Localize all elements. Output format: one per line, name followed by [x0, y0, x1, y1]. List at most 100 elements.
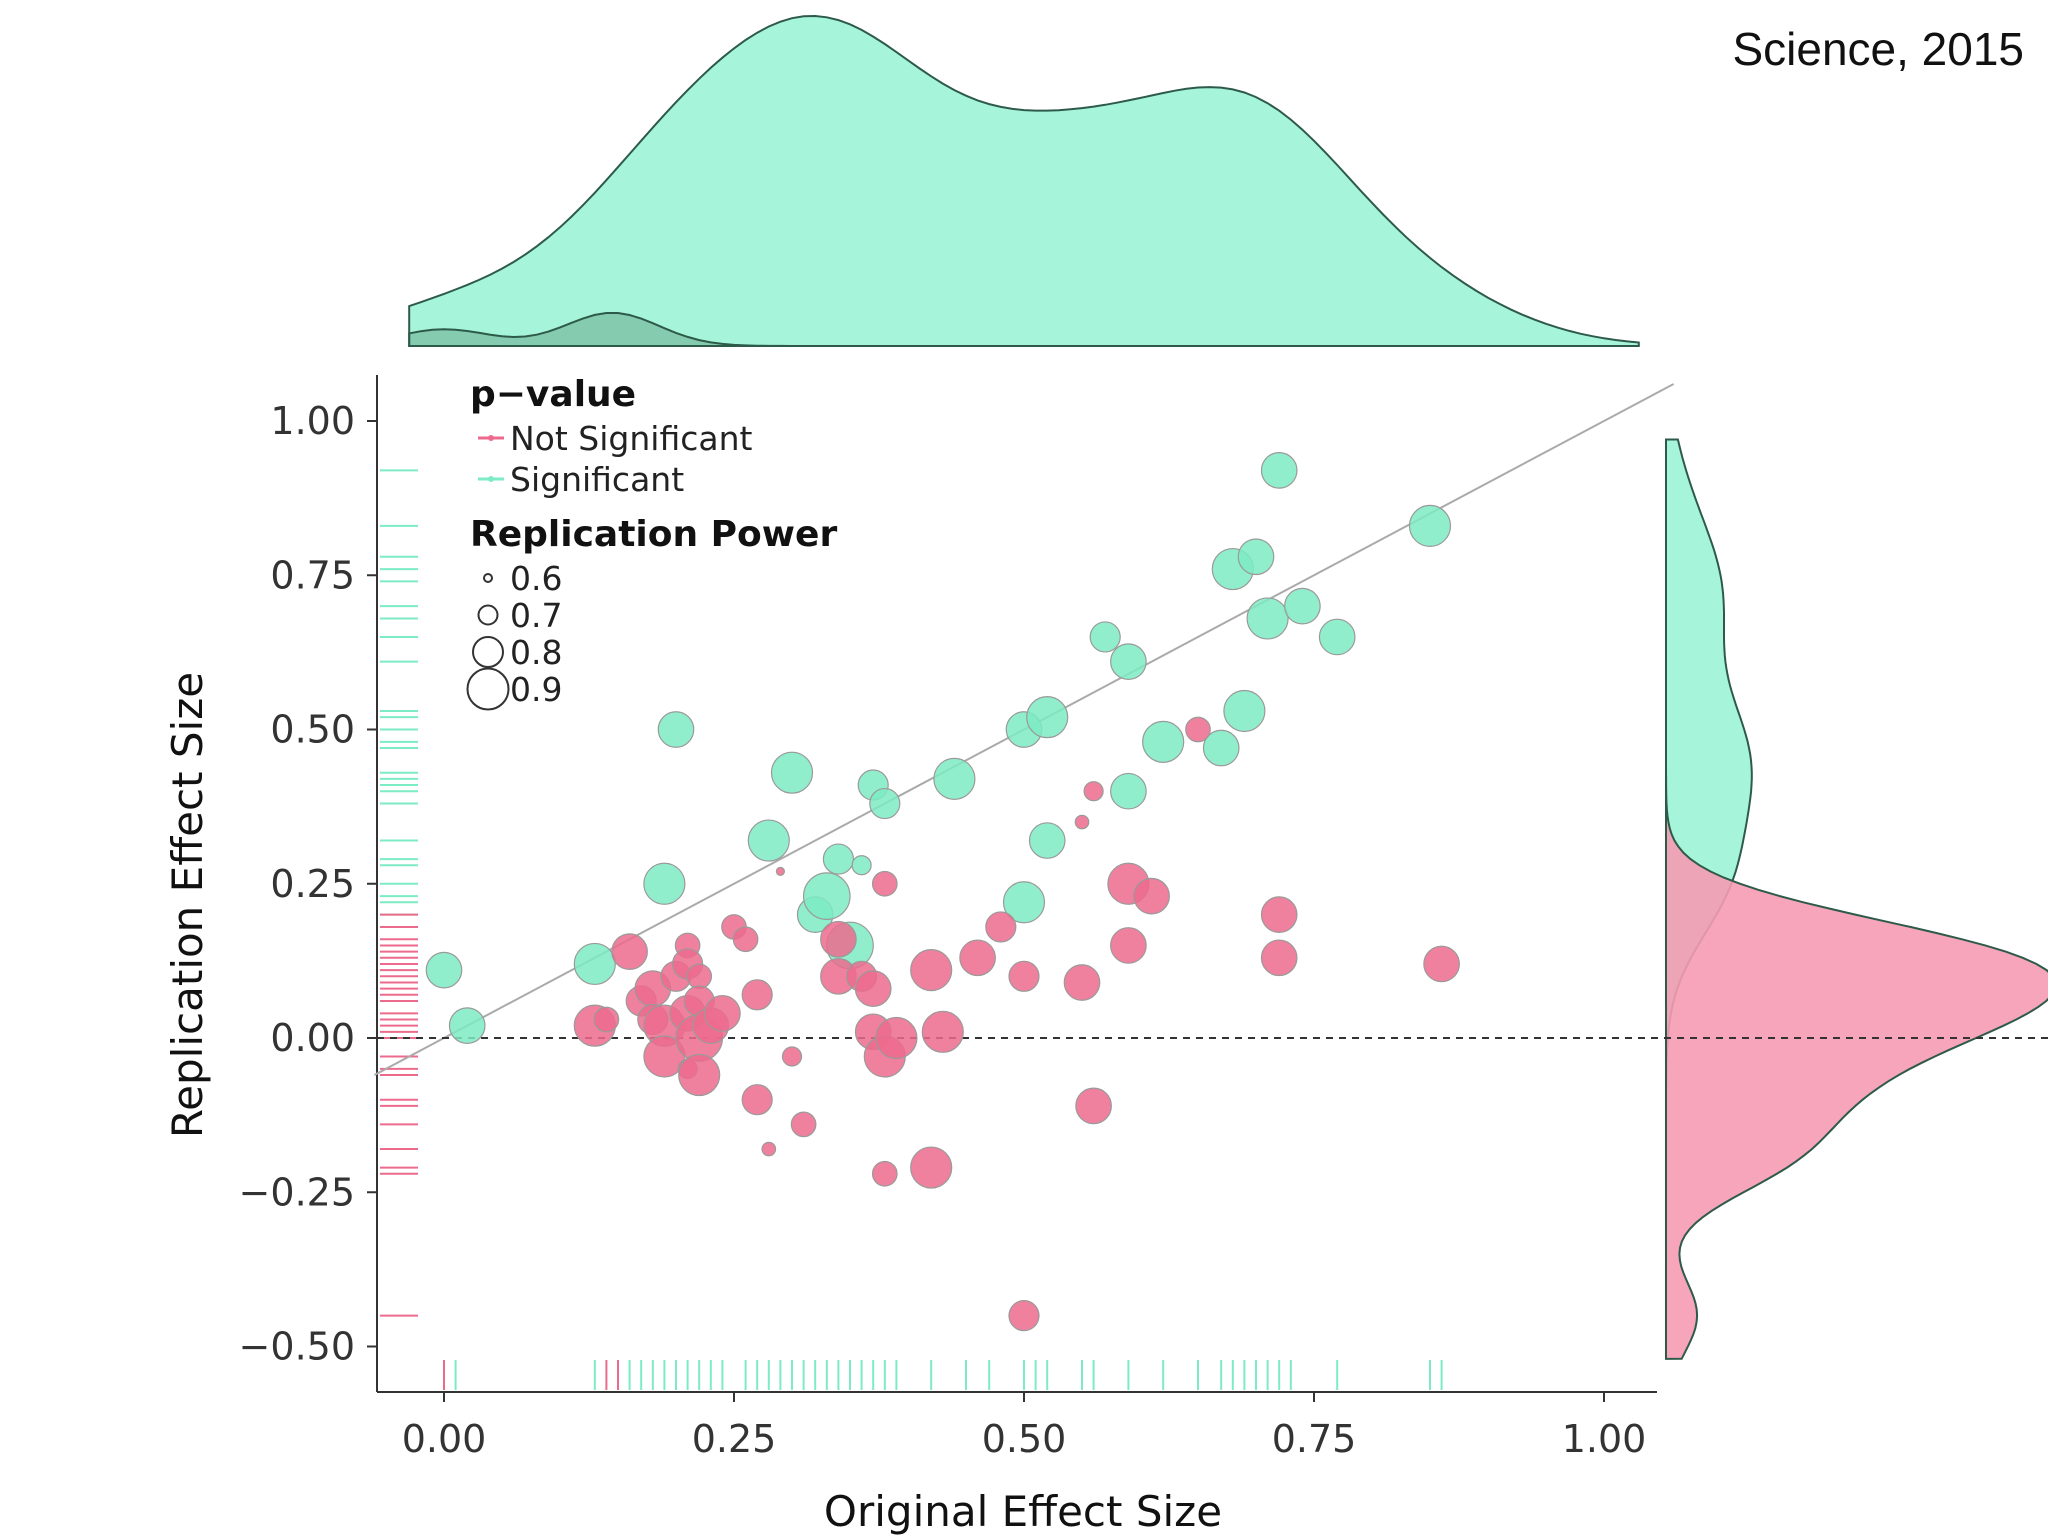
point-not-significant: [611, 933, 648, 970]
legend-pvalue-title: p−value: [470, 374, 636, 415]
point-not-significant: [921, 1010, 964, 1053]
point-significant: [770, 751, 814, 794]
point-significant: [1089, 621, 1121, 653]
point-not-significant: [761, 1141, 777, 1157]
point-significant: [747, 819, 790, 862]
x-tick-label: 1.00: [1562, 1417, 1647, 1461]
legend-power-0.9: 0.9: [510, 670, 562, 709]
point-significant: [425, 951, 463, 989]
point-not-significant: [781, 1046, 803, 1067]
point-not-significant: [959, 939, 996, 977]
point-significant: [851, 855, 872, 876]
axes: 0.00 0.25 0.50 0.75 1.00 1.00 0.75 0.50 0.25 0.00…: [239, 375, 1657, 1461]
point-significant: [1408, 504, 1452, 547]
y-tick-label: 0.50: [270, 708, 355, 752]
point-not-significant: [1008, 960, 1040, 992]
point-significant: [448, 1007, 486, 1045]
legend-power-title: Replication Power: [470, 514, 837, 555]
right-density-plot: [1665, 438, 2048, 1360]
legend-marker-not-significant-dot: [488, 435, 494, 441]
point-not-significant: [871, 870, 898, 897]
point-not-significant: [686, 963, 713, 990]
point-not-significant: [1110, 927, 1147, 964]
point-not-significant: [678, 1053, 721, 1097]
top-density-not-significant: [408, 312, 1639, 347]
point-significant: [1237, 538, 1275, 576]
point-significant: [1202, 729, 1240, 767]
legend-power-circle: [483, 573, 493, 583]
x-axis-title: Original Effect Size: [824, 1487, 1222, 1536]
point-significant: [1028, 822, 1066, 859]
point-not-significant: [1083, 781, 1104, 802]
legend-power-0.6: 0.6: [510, 559, 562, 598]
point-significant: [657, 711, 695, 748]
y-tick-label: 0.00: [270, 1016, 355, 1060]
point-not-significant: [910, 949, 953, 992]
legend-marker-significant-dot: [488, 476, 494, 482]
point-not-significant: [875, 1016, 918, 1060]
right-density-not-significant: [1665, 439, 2048, 1360]
point-significant: [573, 942, 616, 986]
y-tick-label: 0.25: [270, 862, 355, 906]
legend-item-significant: Significant: [510, 460, 684, 499]
point-not-significant: [1185, 716, 1211, 743]
y-tick-label: −0.50: [239, 1325, 355, 1369]
top-density-significant: [408, 14, 1640, 347]
point-significant: [1002, 881, 1046, 924]
x-tick-label: 0.50: [982, 1417, 1067, 1461]
point-significant: [802, 872, 851, 920]
point-significant: [1026, 696, 1069, 739]
point-significant: [1318, 618, 1356, 656]
point-not-significant: [775, 866, 786, 877]
x-tick-label: 0.00: [402, 1417, 487, 1461]
point-not-significant: [1075, 1087, 1112, 1125]
legend-power-0.7: 0.7: [510, 596, 562, 635]
legend-power-0.8: 0.8: [510, 633, 562, 672]
legend-power-circle: [472, 636, 504, 668]
y-tick-label: −0.25: [239, 1170, 355, 1214]
point-not-significant: [593, 1006, 620, 1033]
legend-power-circle: [477, 604, 499, 626]
point-significant: [643, 862, 686, 905]
point-not-significant: [1133, 877, 1170, 915]
point-not-significant: [1074, 814, 1090, 830]
point-significant: [1110, 643, 1147, 680]
point-significant: [1110, 772, 1147, 810]
x-tick-label: 0.25: [692, 1417, 777, 1461]
top-density-plot: [408, 14, 1640, 347]
point-significant: [1223, 689, 1266, 733]
point-significant: [933, 757, 976, 800]
point-significant: [1284, 587, 1321, 625]
point-not-significant: [741, 1084, 773, 1116]
point-not-significant: [741, 979, 773, 1011]
point-not-significant: [790, 1111, 817, 1138]
point-not-significant: [985, 911, 1017, 943]
point-significant: [869, 787, 901, 820]
y-axis-title: Replication Effect Size: [163, 672, 212, 1138]
source-credit: Science, 2015: [1732, 23, 2024, 75]
point-not-significant: [1423, 945, 1460, 983]
point-not-significant: [1063, 964, 1101, 1001]
point-not-significant: [1260, 939, 1298, 977]
point-significant: [1142, 720, 1185, 763]
y-tick-label: 1.00: [270, 399, 355, 443]
x-tick-label: 0.75: [1272, 1417, 1357, 1461]
legend-power-circle: [466, 667, 510, 711]
point-not-significant: [820, 920, 857, 958]
point-not-significant: [1260, 896, 1298, 933]
rug-marks: [380, 469, 1443, 1390]
legend: p−value Not Significant Significant Repl…: [466, 374, 837, 711]
point-not-significant: [871, 1160, 898, 1187]
y-tick-label: 0.75: [270, 553, 355, 597]
data-points: [425, 452, 1460, 1332]
point-not-significant: [732, 926, 759, 953]
point-not-significant: [910, 1146, 953, 1189]
point-significant: [1246, 597, 1289, 640]
point-not-significant: [1008, 1300, 1040, 1332]
point-not-significant: [854, 970, 892, 1007]
legend-item-not-significant: Not Significant: [510, 419, 753, 458]
point-significant: [822, 843, 855, 875]
point-significant: [1260, 452, 1298, 489]
point-not-significant: [704, 994, 741, 1032]
